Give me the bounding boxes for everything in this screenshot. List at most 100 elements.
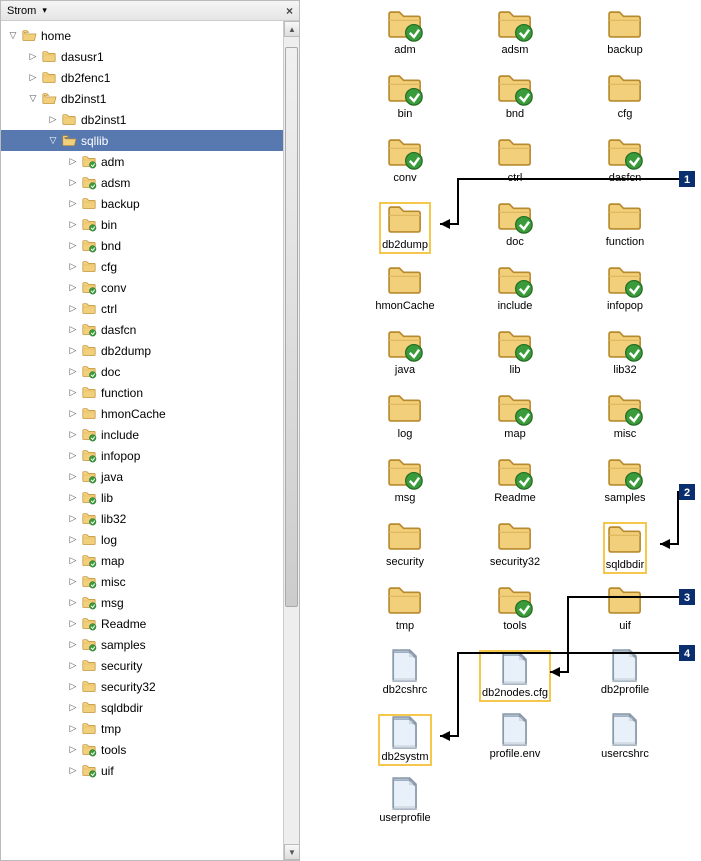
grid-item-include[interactable]: include: [460, 266, 570, 330]
grid-item-conv[interactable]: conv: [350, 138, 460, 202]
expand-icon[interactable]: ▷: [67, 618, 79, 629]
expand-icon[interactable]: ▷: [47, 114, 59, 125]
expand-icon[interactable]: ▷: [67, 156, 79, 167]
expand-icon[interactable]: ▷: [67, 261, 79, 272]
expand-icon[interactable]: ▷: [27, 51, 39, 62]
grid-item-hmoncache[interactable]: hmonCache: [350, 266, 460, 330]
expand-icon[interactable]: ▷: [67, 324, 79, 335]
expand-icon[interactable]: ▷: [67, 303, 79, 314]
tree-item-backup[interactable]: ▷backup: [1, 193, 299, 214]
expand-icon[interactable]: ▷: [67, 723, 79, 734]
tree-item-readme[interactable]: ▷Readme: [1, 613, 299, 634]
tree-item-hmoncache[interactable]: ▷hmonCache: [1, 403, 299, 424]
tree-item-doc[interactable]: ▷doc: [1, 361, 299, 382]
tree-item-log[interactable]: ▷log: [1, 529, 299, 550]
expand-icon[interactable]: ▷: [67, 408, 79, 419]
tree-item-cfg[interactable]: ▷cfg: [1, 256, 299, 277]
grid-item-db2cshrc[interactable]: db2cshrc: [350, 650, 460, 714]
grid-item-profile-env[interactable]: profile.env: [460, 714, 570, 778]
expand-icon[interactable]: ▷: [27, 72, 39, 83]
grid-item-msg[interactable]: msg: [350, 458, 460, 522]
grid-item-backup[interactable]: backup: [570, 10, 680, 74]
tree-item-home[interactable]: ▽home: [1, 25, 299, 46]
tree-item-samples[interactable]: ▷samples: [1, 634, 299, 655]
grid-item-tools[interactable]: tools: [460, 586, 570, 650]
expand-icon[interactable]: ▷: [67, 597, 79, 608]
tree-item-sqllib[interactable]: ▽sqllib: [1, 130, 299, 151]
tree-item-infopop[interactable]: ▷infopop: [1, 445, 299, 466]
grid-item-uif[interactable]: uif: [570, 586, 680, 650]
grid-item-readme[interactable]: Readme: [460, 458, 570, 522]
grid-item-doc[interactable]: doc: [460, 202, 570, 266]
tree-item-dasusr1[interactable]: ▷dasusr1: [1, 46, 299, 67]
grid-item-usercshrc[interactable]: usercshrc: [570, 714, 680, 778]
tree-item-tmp[interactable]: ▷tmp: [1, 718, 299, 739]
grid-item-function[interactable]: function: [570, 202, 680, 266]
grid-item-tmp[interactable]: tmp: [350, 586, 460, 650]
tree-item-lib[interactable]: ▷lib: [1, 487, 299, 508]
scroll-down-button[interactable]: ▼: [284, 844, 299, 860]
tree-item-function[interactable]: ▷function: [1, 382, 299, 403]
tree-item-security32[interactable]: ▷security32: [1, 676, 299, 697]
tree-item-conv[interactable]: ▷conv: [1, 277, 299, 298]
tree-item-tools[interactable]: ▷tools: [1, 739, 299, 760]
expand-icon[interactable]: ▷: [67, 345, 79, 356]
tree-item-adsm[interactable]: ▷adsm: [1, 172, 299, 193]
expand-icon[interactable]: ▷: [67, 177, 79, 188]
expand-icon[interactable]: ▷: [67, 282, 79, 293]
grid-item-security32[interactable]: security32: [460, 522, 570, 586]
tree-item-bin[interactable]: ▷bin: [1, 214, 299, 235]
expand-icon[interactable]: ▽: [27, 93, 39, 104]
grid-item-lib32[interactable]: lib32: [570, 330, 680, 394]
tree-item-misc[interactable]: ▷misc: [1, 571, 299, 592]
expand-icon[interactable]: ▷: [67, 429, 79, 440]
grid-item-userprofile[interactable]: userprofile: [350, 778, 460, 842]
grid-item-misc[interactable]: misc: [570, 394, 680, 458]
expand-icon[interactable]: ▷: [67, 534, 79, 545]
grid-item-db2systm[interactable]: db2systm: [350, 714, 460, 778]
grid-item-bin[interactable]: bin: [350, 74, 460, 138]
tree-item-sqldbdir[interactable]: ▷sqldbdir: [1, 697, 299, 718]
expand-icon[interactable]: ▽: [47, 135, 59, 146]
tree-item-db2fenc1[interactable]: ▷db2fenc1: [1, 67, 299, 88]
grid-item-db2dump[interactable]: db2dump: [350, 202, 460, 266]
tree-item-security[interactable]: ▷security: [1, 655, 299, 676]
scrollbar-vertical[interactable]: ▲ ▼: [283, 21, 299, 860]
expand-icon[interactable]: ▷: [67, 471, 79, 482]
tree-item-db2inst1[interactable]: ▽db2inst1: [1, 88, 299, 109]
expand-icon[interactable]: ▷: [67, 513, 79, 524]
grid-item-ctrl[interactable]: ctrl: [460, 138, 570, 202]
expand-icon[interactable]: ▷: [67, 366, 79, 377]
grid-item-sqldbdir[interactable]: sqldbdir: [570, 522, 680, 586]
grid-item-adm[interactable]: adm: [350, 10, 460, 74]
grid-item-cfg[interactable]: cfg: [570, 74, 680, 138]
grid-item-log[interactable]: log: [350, 394, 460, 458]
grid-item-java[interactable]: java: [350, 330, 460, 394]
tree-item-msg[interactable]: ▷msg: [1, 592, 299, 613]
expand-icon[interactable]: ▷: [67, 681, 79, 692]
grid-item-security[interactable]: security: [350, 522, 460, 586]
expand-icon[interactable]: ▷: [67, 702, 79, 713]
expand-icon[interactable]: ▷: [67, 660, 79, 671]
tree-item-map[interactable]: ▷map: [1, 550, 299, 571]
tree-item-adm[interactable]: ▷adm: [1, 151, 299, 172]
expand-icon[interactable]: ▷: [67, 198, 79, 209]
tree-item-include[interactable]: ▷include: [1, 424, 299, 445]
expand-icon[interactable]: ▷: [67, 240, 79, 251]
expand-icon[interactable]: ▷: [67, 765, 79, 776]
tree-item-db2inst1[interactable]: ▷db2inst1: [1, 109, 299, 130]
scroll-up-button[interactable]: ▲: [284, 21, 299, 37]
expand-icon[interactable]: ▷: [67, 450, 79, 461]
grid-item-db2nodes-cfg[interactable]: db2nodes.cfg: [460, 650, 570, 714]
grid-item-map[interactable]: map: [460, 394, 570, 458]
expand-icon[interactable]: ▷: [67, 492, 79, 503]
tree-item-bnd[interactable]: ▷bnd: [1, 235, 299, 256]
grid-item-adsm[interactable]: adsm: [460, 10, 570, 74]
expand-icon[interactable]: ▷: [67, 576, 79, 587]
grid-item-db2profile[interactable]: db2profile: [570, 650, 680, 714]
close-icon[interactable]: ×: [286, 4, 293, 18]
expand-icon[interactable]: ▷: [67, 639, 79, 650]
tree-item-uif[interactable]: ▷uif: [1, 760, 299, 781]
grid-item-lib[interactable]: lib: [460, 330, 570, 394]
expand-icon[interactable]: ▷: [67, 744, 79, 755]
